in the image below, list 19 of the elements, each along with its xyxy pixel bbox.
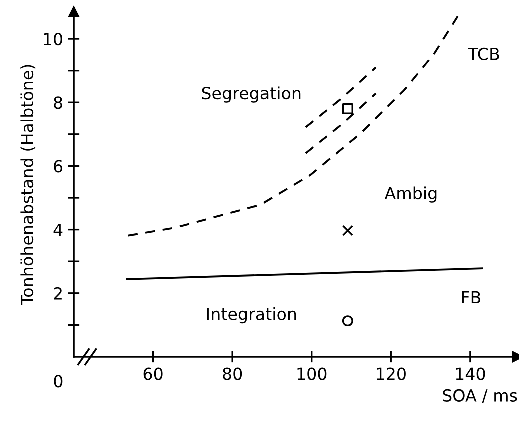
y-axis-title: Tonhöhenabstand (Halbtöne) bbox=[20, 65, 36, 306]
x-tick-label: 140 bbox=[456, 368, 486, 380]
x-tick-label: 120 bbox=[377, 368, 406, 380]
x-tick-label: 100 bbox=[298, 368, 327, 380]
y-tick-label: 6 bbox=[54, 160, 63, 173]
x-axis-title: SOA / ms bbox=[443, 389, 518, 404]
x-tick-label: 60 bbox=[144, 368, 163, 380]
x-tick-label: 80 bbox=[223, 368, 242, 380]
annotation: Ambig bbox=[384, 186, 437, 203]
annotation: Integration bbox=[207, 308, 296, 324]
series-label: TCB bbox=[468, 48, 500, 60]
y-tick-label: 10 bbox=[44, 32, 62, 46]
line-series bbox=[127, 13, 460, 237]
series-label: FB bbox=[462, 291, 481, 304]
y-tick-label: 2 bbox=[54, 287, 62, 300]
y-tick-label: 4 bbox=[54, 224, 63, 236]
y-tick-label: 8 bbox=[54, 96, 62, 110]
annotation: Segregation bbox=[202, 86, 301, 103]
text: 0 bbox=[54, 375, 63, 388]
